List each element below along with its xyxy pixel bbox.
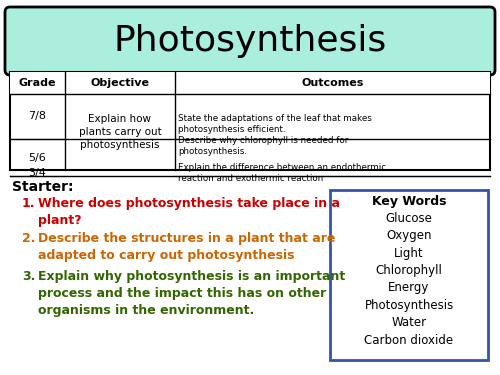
Text: 1.: 1. bbox=[22, 197, 36, 210]
Text: Light: Light bbox=[394, 246, 424, 259]
Text: Oxygen: Oxygen bbox=[386, 229, 432, 242]
Text: 5/6: 5/6 bbox=[28, 153, 46, 162]
Text: Starter:: Starter: bbox=[12, 180, 74, 194]
Text: State the adaptations of the leaf that makes
photosynthesis efficient.
Describe : State the adaptations of the leaf that m… bbox=[178, 114, 372, 156]
Text: Water: Water bbox=[392, 316, 426, 330]
Text: Photosynthesis: Photosynthesis bbox=[114, 24, 386, 58]
Text: Objective: Objective bbox=[90, 78, 150, 88]
FancyBboxPatch shape bbox=[5, 7, 495, 75]
Text: Photosynthesis: Photosynthesis bbox=[364, 299, 454, 312]
Text: 7/8: 7/8 bbox=[28, 111, 46, 122]
Text: 3.: 3. bbox=[22, 270, 36, 283]
Text: Explain why photosynthesis is an important
process and the impact this has on ot: Explain why photosynthesis is an importa… bbox=[38, 270, 345, 317]
Text: 3/4: 3/4 bbox=[28, 168, 46, 178]
Bar bbox=[330, 190, 488, 360]
Text: Where does photosynthesis take place in a
plant?: Where does photosynthesis take place in … bbox=[38, 197, 340, 227]
Text: Chlorophyll: Chlorophyll bbox=[376, 264, 442, 277]
Text: Describe the structures in a plant that are
adapted to carry out photosynthesis: Describe the structures in a plant that … bbox=[38, 232, 336, 262]
Text: Explain how
plants carry out
photosynthesis: Explain how plants carry out photosynthe… bbox=[78, 114, 162, 150]
Text: Key Words: Key Words bbox=[372, 195, 446, 208]
Text: Carbon dioxide: Carbon dioxide bbox=[364, 334, 454, 347]
Bar bbox=[10, 72, 490, 170]
Text: Glucose: Glucose bbox=[386, 211, 432, 225]
Text: Grade: Grade bbox=[18, 78, 56, 88]
Text: Energy: Energy bbox=[388, 282, 430, 294]
Text: 2.: 2. bbox=[22, 232, 36, 245]
Text: Explain the difference between an endothermic
reaction and exothermic reaction: Explain the difference between an endoth… bbox=[178, 163, 386, 183]
Bar bbox=[10, 72, 490, 94]
Text: Outcomes: Outcomes bbox=[302, 78, 364, 88]
